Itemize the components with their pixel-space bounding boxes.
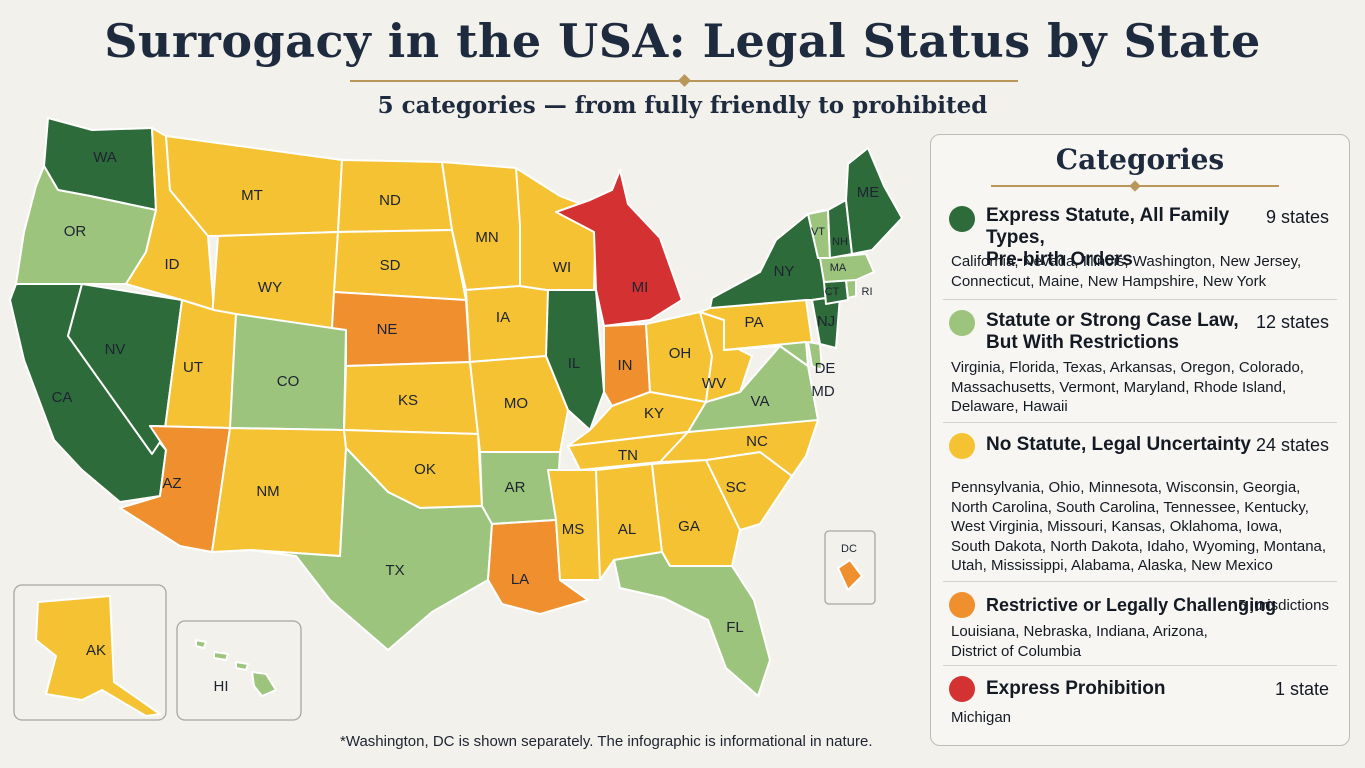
- state-me: [845, 147, 903, 255]
- us-map: WA OR CA NV ID MT WY UT AZ CO NM ND SD NE KS OK TX MN IA MO…: [9, 117, 903, 721]
- state-mi: [555, 169, 683, 327]
- category-color-dot: [949, 433, 975, 459]
- state-label-mn: MN: [475, 229, 498, 246]
- state-label-co: CO: [277, 373, 300, 390]
- legend-separator: [943, 581, 1337, 582]
- footnote: *Washington, DC is shown separately. The…: [340, 733, 873, 750]
- category-state-list: Virginia, Florida, Texas, Arkansas, Oreg…: [951, 359, 1304, 415]
- state-label-va: VA: [751, 393, 770, 410]
- state-label-al: AL: [618, 521, 636, 538]
- state-label-nd: ND: [379, 192, 401, 209]
- state-label-fl: FL: [726, 619, 744, 636]
- state-label-dc: DC: [841, 543, 857, 555]
- category-state-list: California, Nevada, Illinois, Washington…: [951, 253, 1302, 290]
- category-name: Statute or Strong Case Law, But With Res…: [986, 310, 1239, 353]
- state-label-ia: IA: [496, 309, 510, 326]
- state-label-ks: KS: [398, 392, 418, 409]
- legend-divider-ornament: [1129, 180, 1141, 192]
- state-label-hi: HI: [214, 678, 229, 695]
- state-label-ma: MA: [830, 262, 847, 274]
- state-label-ut: UT: [183, 359, 203, 376]
- page-subtitle: 5 categories — from fully friendly to pr…: [377, 92, 988, 119]
- legend-separator: [943, 422, 1337, 423]
- state-label-or: OR: [64, 223, 87, 240]
- category-color-dot: [949, 676, 975, 702]
- state-label-sd: SD: [380, 257, 401, 274]
- state-ms: [547, 469, 601, 581]
- state-nv: [67, 283, 183, 455]
- state-label-ct: CT: [825, 286, 840, 298]
- legend-panel: Categories Express Statute, All Family T…: [930, 134, 1350, 746]
- state-label-oh: OH: [669, 345, 692, 362]
- legend-separator: [943, 665, 1337, 666]
- state-fl: [613, 551, 771, 697]
- dc-inset-frame: [824, 530, 876, 605]
- state-label-nm: NM: [256, 483, 279, 500]
- state-label-tn: TN: [618, 447, 638, 464]
- state-label-wv: WV: [702, 375, 726, 392]
- hawaii-inset-frame: [176, 620, 302, 721]
- state-de: [807, 341, 823, 371]
- category-state-list: Pennsylvania, Ohio, Minnesota, Wisconsin…: [951, 479, 1327, 574]
- state-label-ca: CA: [52, 389, 73, 406]
- category-name: Express Statute, All Family Types, Pre-b…: [986, 205, 1230, 270]
- state-label-nh: NH: [832, 236, 848, 248]
- state-label-wi: WI: [553, 259, 571, 276]
- state-label-az: AZ: [162, 475, 181, 492]
- state-label-il: IL: [568, 355, 581, 372]
- category-state-list: Michigan: [951, 709, 1012, 726]
- state-label-ri: RI: [862, 286, 873, 298]
- state-label-la: LA: [511, 571, 529, 588]
- state-ak: [35, 595, 161, 717]
- legend-separator: [943, 299, 1337, 300]
- state-label-ny: NY: [774, 263, 795, 280]
- category-color-dot: [949, 206, 975, 232]
- category-state-list: Louisiana, Nebraska, Indiana, Arizona, D…: [951, 623, 1208, 660]
- state-label-wy: WY: [258, 279, 282, 296]
- state-hi: [195, 639, 277, 697]
- state-label-ak: AK: [86, 642, 106, 659]
- state-label-nj: NJ: [817, 313, 835, 330]
- state-label-me: ME: [857, 184, 880, 201]
- state-ma: [819, 253, 875, 283]
- category-count: 24 states: [1255, 435, 1329, 455]
- state-label-ok: OK: [414, 461, 436, 478]
- state-label-vt: VT: [811, 226, 825, 238]
- state-dc: [837, 559, 863, 591]
- state-label-tx: TX: [385, 562, 404, 579]
- state-label-wa: WA: [93, 149, 117, 166]
- state-ne: [331, 291, 471, 367]
- state-label-ky: KY: [644, 405, 664, 422]
- category-name: Express Prohibition: [986, 678, 1166, 699]
- state-label-md: MD: [811, 383, 834, 400]
- category-color-dot: [949, 310, 975, 336]
- category-count: 5 jurisdictions: [1238, 597, 1329, 614]
- state-label-de: DE: [815, 360, 836, 377]
- alaska-inset-frame: [13, 584, 167, 721]
- state-label-nc: NC: [746, 433, 768, 450]
- state-ri: [845, 279, 857, 299]
- state-label-pa: PA: [745, 314, 764, 331]
- category-color-dot: [949, 592, 975, 618]
- category-name: Restrictive or Legally Challenging: [986, 595, 1277, 615]
- category-count: 12 states: [1255, 312, 1329, 332]
- state-label-ar: AR: [505, 479, 526, 496]
- state-label-mo: MO: [504, 395, 528, 412]
- state-label-ne: NE: [377, 321, 398, 338]
- page-title: Surrogacy in the USA: Legal Status by St…: [104, 14, 1261, 68]
- state-label-ms: MS: [562, 521, 585, 538]
- category-count: 9 states: [1265, 207, 1329, 227]
- state-tx: [249, 447, 493, 651]
- state-label-mi: MI: [632, 279, 649, 296]
- legend-title: Categories: [1055, 143, 1225, 176]
- state-md: [723, 341, 809, 367]
- state-label-sc: SC: [726, 479, 747, 496]
- state-label-id: ID: [165, 256, 180, 273]
- state-label-ga: GA: [678, 518, 700, 535]
- category-count: 1 state: [1274, 679, 1329, 699]
- category-name: No Statute, Legal Uncertainty: [986, 434, 1251, 455]
- state-label-mt: MT: [241, 187, 263, 204]
- state-label-nv: NV: [105, 341, 126, 358]
- state-label-in: IN: [618, 357, 633, 374]
